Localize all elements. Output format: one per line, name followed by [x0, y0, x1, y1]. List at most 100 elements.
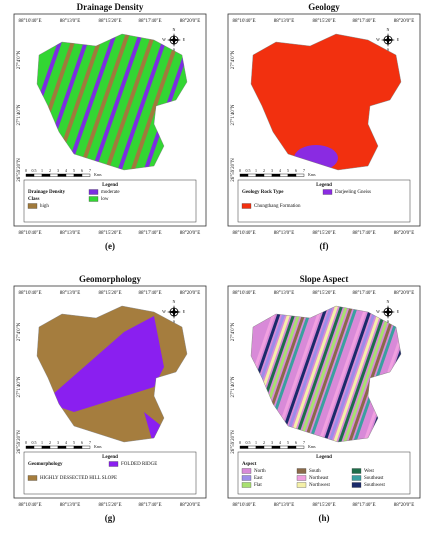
scale-segment [41, 445, 51, 449]
rock-area [251, 34, 401, 170]
legend-label: high [40, 204, 49, 209]
legend-label: North [254, 469, 266, 474]
scale-unit: Kms [94, 172, 102, 177]
legend-label: Northeast [309, 476, 329, 481]
scale-label: 5 [73, 440, 75, 445]
scale-segment [25, 173, 35, 177]
scale-segment [271, 445, 281, 449]
map-title: Drainage Density [77, 2, 144, 12]
legend-label: FOLDED RIDGE [121, 462, 157, 467]
scale-segment [239, 445, 249, 449]
panel-label: (h) [319, 513, 330, 523]
compass-letter: W [162, 309, 166, 314]
scale-segment [279, 445, 289, 449]
scale-unit: Kms [308, 172, 316, 177]
legend-swatch [296, 468, 307, 474]
scale-label: 4 [65, 440, 67, 445]
legend-box [23, 451, 197, 495]
aspect-area [296, 306, 350, 442]
bottom-coordinate: 88°10'40"E [19, 231, 42, 236]
scale-segment [49, 445, 59, 449]
compass-letter: N [173, 27, 176, 32]
legend-swatch [241, 482, 252, 488]
aspect-area [326, 306, 380, 442]
compass-letter: E [183, 309, 186, 314]
aspect-area [321, 306, 375, 442]
top-coordinate: 88°13'0"E [274, 19, 295, 24]
scale-label: 2 [263, 168, 265, 173]
legend-label: South [309, 469, 321, 474]
top-coordinate: 88°15'20"E [313, 291, 336, 296]
scale-label: 3 [271, 440, 273, 445]
aspect-area [346, 306, 400, 442]
map-panel: Geology 88°10'40"E 88°13'0"E 88°15'20"E 88°1… [227, 2, 421, 251]
scale-label: 0.5 [246, 440, 251, 445]
aspect-area [281, 306, 335, 442]
compass-letter: E [183, 37, 186, 42]
legend-swatch [351, 468, 362, 474]
district-outline [250, 305, 402, 443]
top-coordinate: 88°10'40"E [19, 291, 42, 296]
legend-title: Legend [102, 183, 118, 188]
left-coordinate: 26°59'20"N [231, 430, 236, 454]
legend-label: low [101, 197, 109, 202]
bottom-coordinate: 88°13'0"E [60, 231, 81, 236]
scale-label: 2 [49, 440, 51, 445]
scale-segment [287, 173, 297, 177]
scale-segment [255, 173, 265, 177]
left-coordinate: 26°59'20"N [17, 158, 22, 182]
bottom-coordinate: 88°17'40"E [353, 231, 376, 236]
class-area [90, 34, 144, 170]
scale-segment [271, 173, 281, 177]
compass-letter: S [387, 319, 389, 324]
left-coordinate: 27°4'0"N [231, 50, 236, 69]
district-outline [36, 305, 188, 443]
legend-label: HIGHLY DESSECTED HILL SLOPE [40, 476, 117, 481]
scale-label: 0 [239, 168, 241, 173]
legend-label: Northwest [309, 483, 330, 488]
scale-segment [263, 445, 273, 449]
aspect-area [301, 306, 355, 442]
scale-label: 1 [41, 168, 43, 173]
scale-label: 5 [287, 168, 289, 173]
scale-label: 3 [271, 168, 273, 173]
map-area [37, 306, 187, 442]
scale-label: 0 [25, 168, 27, 173]
aspect-area [306, 306, 360, 442]
bottom-coordinate: 88°20'0"E [180, 231, 201, 236]
top-coordinate: 88°15'20"E [99, 291, 122, 296]
scale-segment [255, 445, 265, 449]
top-coordinate: 88°13'0"E [274, 291, 295, 296]
left-coordinate: 27°1'40"N [17, 376, 22, 397]
scale-label: 4 [279, 440, 281, 445]
scale-label: 0.5 [246, 168, 251, 173]
legend-swatch [351, 482, 362, 488]
scale-label: 3 [57, 440, 59, 445]
top-coordinate: 88°15'20"E [99, 19, 122, 24]
scale-label: 5 [287, 440, 289, 445]
legend-swatch [241, 475, 252, 481]
left-coordinate: 27°1'40"N [231, 104, 236, 125]
scale-label: 6 [81, 168, 83, 173]
scale-label: 1 [41, 440, 43, 445]
top-coordinate: 88°10'40"E [233, 19, 256, 24]
scale-segment [73, 445, 83, 449]
bottom-coordinate: 88°15'20"E [99, 231, 122, 236]
district-outline [36, 33, 188, 171]
map-area [251, 34, 401, 170]
scale-segment [287, 445, 297, 449]
scale-label: 1 [255, 168, 257, 173]
scale-unit: Kms [308, 444, 316, 449]
class-area [64, 34, 118, 170]
landform-area [44, 316, 164, 412]
legend-swatch [241, 203, 252, 209]
top-coordinate: 88°20'0"E [180, 19, 201, 24]
scale-segment [41, 173, 51, 177]
legend-label: Southeast [364, 476, 384, 481]
top-coordinate: 88°13'0"E [60, 19, 81, 24]
scale-segment [295, 445, 305, 449]
bottom-coordinate: 88°17'40"E [139, 231, 162, 236]
legend-swatch [27, 475, 38, 481]
legend-label: West [364, 469, 374, 474]
scale-segment [33, 445, 43, 449]
